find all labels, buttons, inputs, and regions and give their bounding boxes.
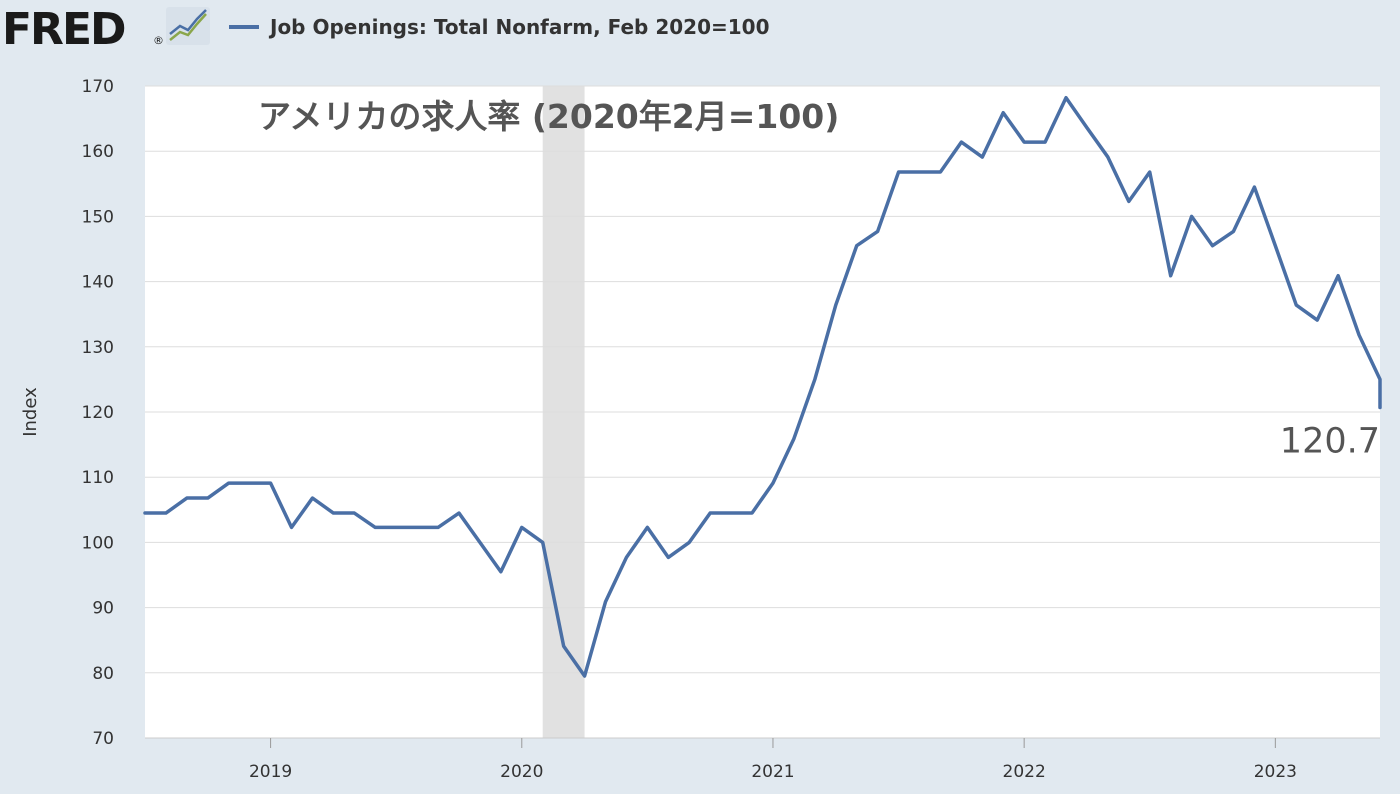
legend: Job Openings: Total Nonfarm, Feb 2020=10… bbox=[229, 15, 770, 39]
registered-mark: ® bbox=[153, 34, 164, 47]
y-tick-label: 80 bbox=[92, 664, 114, 684]
last-value-label: 120.7 bbox=[1280, 421, 1380, 461]
series-line-job-openings bbox=[143, 95, 1382, 678]
y-tick-label: 90 bbox=[92, 599, 114, 619]
fred-chart-icon bbox=[166, 7, 210, 45]
y-tick-label: 70 bbox=[92, 729, 114, 749]
y-tick-label: 170 bbox=[82, 77, 114, 97]
y-tick-label: 110 bbox=[82, 468, 114, 488]
y-tick-label: 130 bbox=[82, 338, 114, 358]
x-tick-label: 2019 bbox=[249, 762, 292, 782]
legend-label: Job Openings: Total Nonfarm, Feb 2020=10… bbox=[268, 15, 770, 39]
y-tick-label: 160 bbox=[82, 142, 114, 162]
x-tick-label: 2021 bbox=[751, 762, 794, 782]
x-tick-label: 2022 bbox=[1003, 762, 1046, 782]
grid-lines bbox=[145, 85, 1380, 674]
fred-logo-text: FRED bbox=[2, 4, 125, 55]
y-axis: 70 80 90 100 110 120 130 140 150 160 170 bbox=[82, 77, 114, 749]
x-axis: 2019 2020 2021 2022 2023 bbox=[249, 738, 1297, 782]
fred-logo[interactable]: FRED ® bbox=[2, 4, 210, 55]
y-tick-label: 120 bbox=[82, 403, 114, 423]
x-tick-label: 2023 bbox=[1254, 762, 1297, 782]
chart-annotation: アメリカの求人率 (2020年2月=100) bbox=[258, 97, 839, 136]
y-tick-label: 100 bbox=[82, 533, 114, 553]
y-tick-label: 150 bbox=[82, 207, 114, 227]
x-tick-label: 2020 bbox=[500, 762, 543, 782]
y-axis-title: Index bbox=[20, 387, 41, 437]
y-tick-label: 140 bbox=[82, 273, 114, 293]
